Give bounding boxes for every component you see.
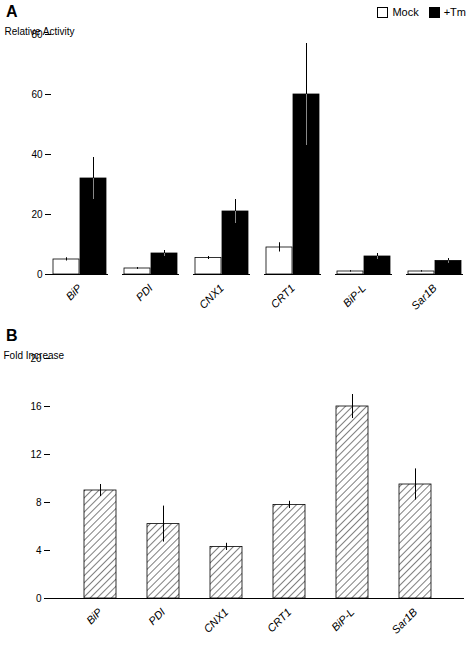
svg-text:PDI: PDI: [133, 282, 154, 303]
svg-text:Sar1B: Sar1B: [409, 282, 439, 312]
svg-text:BiP: BiP: [63, 281, 84, 302]
html-text:A: A: [6, 3, 18, 20]
svg-text:4: 4: [36, 545, 42, 556]
svg-text:CNX1: CNX1: [201, 606, 230, 635]
svg-text:0: 0: [37, 269, 43, 280]
svg-text:20: 20: [31, 209, 43, 220]
svg-text:BiP-L: BiP-L: [329, 606, 357, 634]
svg-text:8: 8: [36, 497, 42, 508]
svg-text:CNX1: CNX1: [197, 282, 226, 311]
svg-text:BiP: BiP: [84, 605, 105, 626]
svg-text:16: 16: [30, 401, 42, 412]
html-text:+Tm: +Tm: [443, 6, 466, 18]
svg-text:0: 0: [36, 593, 42, 604]
html-text:B: B: [6, 327, 18, 344]
svg-text:Sar1B: Sar1B: [389, 606, 419, 636]
svg-text:Fold Increase: Fold Increase: [4, 350, 65, 361]
svg-text:60: 60: [31, 89, 43, 100]
svg-text:PDI: PDI: [146, 606, 167, 627]
svg-text:40: 40: [31, 149, 43, 160]
svg-text:BiP-L: BiP-L: [340, 282, 368, 310]
svg-text:Relative Activity: Relative Activity: [5, 26, 75, 37]
svg-text:12: 12: [30, 449, 42, 460]
svg-text:CRT1: CRT1: [265, 606, 294, 635]
html-text:Mock: Mock: [392, 6, 419, 18]
svg-text:CRT1: CRT1: [268, 282, 297, 311]
